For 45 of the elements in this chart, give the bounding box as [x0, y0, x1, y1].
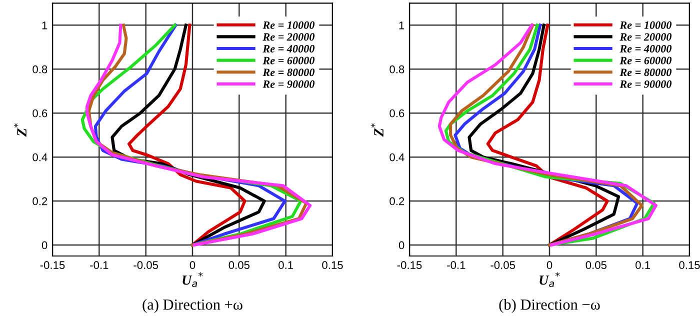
x-axis-title: U$_{a}$$^{*}$: [540, 272, 560, 288]
x-tick-label: 0: [190, 261, 196, 270]
legend-label: Re = 10000: [620, 21, 672, 29]
y-tick-label: 0.2: [390, 197, 404, 206]
y-tick-label: 0.8: [390, 65, 404, 74]
text: (b) Direction −ω: [499, 299, 600, 313]
y-tick-label: 0.6: [32, 109, 48, 118]
y-axis-title: Z$^{*}$: [370, 123, 384, 137]
y-tick-label: 1: [399, 22, 404, 30]
x-tick-label: -0.1: [90, 261, 108, 270]
x-tick-label: 0.1: [278, 261, 294, 270]
line-series: [128, 24, 246, 247]
legend-label: Re = 80000: [620, 68, 672, 76]
legend-label: Re = 40000: [262, 44, 315, 52]
x-tick-label: -0.1: [447, 261, 466, 270]
y-tick-label: 0: [398, 241, 404, 250]
x-tick-label: 0.15: [322, 261, 343, 270]
y-tick-label: 0.6: [390, 109, 404, 118]
legend-label: Re = 20000: [262, 33, 315, 41]
x-tick-label: -0.15: [397, 261, 422, 270]
y-axis-title: Z$^{*}$: [14, 123, 26, 137]
y-tick-label: 0.4: [390, 153, 404, 162]
x-tick-label: -0.05: [134, 261, 158, 270]
y-tick-label: 0.4: [32, 153, 48, 162]
y-tick-label: 0.2: [32, 197, 48, 206]
legend-label: Re = 40000: [620, 44, 672, 52]
legend-label: Re = 60000: [620, 56, 672, 64]
y-tick-label: 0.8: [32, 65, 48, 74]
x-tick-label: 0.05: [586, 261, 607, 270]
x-tick-label: -0.05: [490, 261, 516, 270]
x-tick-label: 0.15: [679, 261, 700, 270]
x-tick-label: 0: [546, 261, 552, 270]
legend-label: Re = 80000: [262, 68, 315, 76]
legend-label: Re = 20000: [620, 33, 672, 41]
legend-label: Re = 90000: [620, 80, 672, 88]
x-tick-label: -0.15: [40, 261, 65, 270]
legend-label: Re = 60000: [262, 56, 315, 64]
legend-label: Re = 90000: [262, 80, 315, 88]
legend-label: Re = 10000: [262, 21, 315, 29]
x-tick-label: 0.1: [636, 261, 650, 270]
y-tick-label: 1: [42, 22, 48, 30]
y-tick-label: 0: [42, 241, 48, 250]
x-tick-label: 0.05: [228, 261, 250, 270]
x-axis-title: U$_{a}$$^{*}$: [182, 272, 203, 288]
text: (a) Direction +ω: [142, 299, 242, 313]
